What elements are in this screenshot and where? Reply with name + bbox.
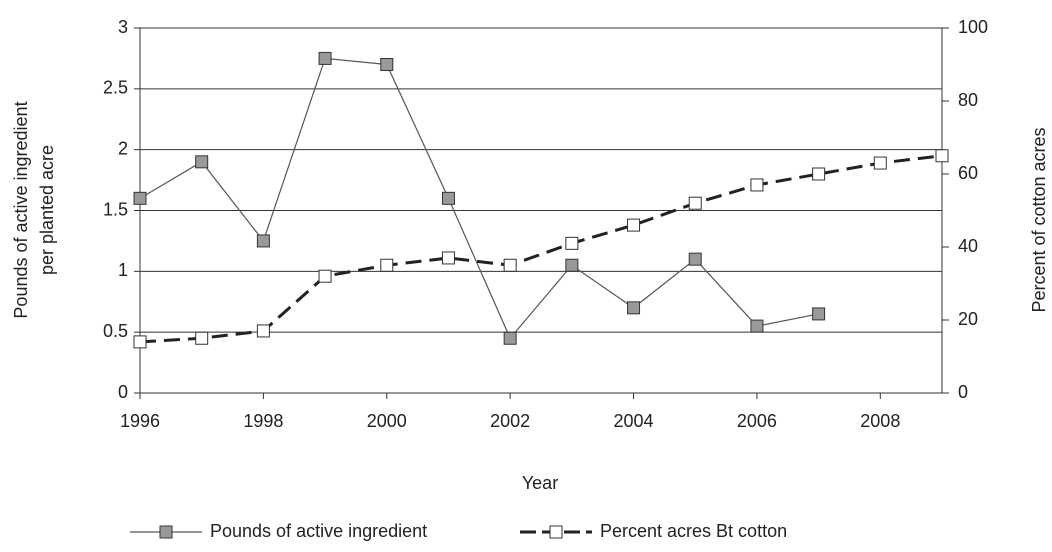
y-tick-label: 2: [118, 138, 128, 158]
series-marker: [750, 319, 764, 333]
series-marker: [688, 252, 702, 266]
series-marker: [812, 307, 826, 321]
series-marker: [873, 156, 887, 170]
x-tick-label: 2008: [860, 411, 900, 431]
x-tick-label: 2006: [737, 411, 777, 431]
series-marker: [812, 167, 826, 181]
legend-marker: [159, 525, 173, 539]
series-marker: [441, 191, 455, 205]
y2-tick-label: 60: [958, 163, 978, 183]
y2-axis-label: Percent of cotton acres: [1029, 127, 1049, 312]
series-marker: [935, 149, 949, 163]
y-tick-label: 1.5: [103, 199, 128, 219]
series-marker: [750, 178, 764, 192]
legend-marker: [549, 525, 563, 539]
series-marker: [627, 301, 641, 315]
y2-tick-label: 0: [958, 382, 968, 402]
legend-label: Pounds of active ingredient: [210, 521, 427, 541]
series-marker: [503, 258, 517, 272]
series-marker: [441, 251, 455, 265]
series-marker: [565, 236, 579, 250]
x-tick-label: 2002: [490, 411, 530, 431]
series-marker: [133, 191, 147, 205]
x-tick-label: 2004: [614, 411, 654, 431]
y-tick-label: 1: [118, 260, 128, 280]
series-marker: [380, 58, 394, 71]
series-line: [139, 57, 819, 340]
y-tick-label: 0.5: [103, 321, 128, 341]
y-tick-label: 3: [118, 17, 128, 37]
series-marker: [195, 331, 209, 345]
series-marker: [133, 335, 147, 349]
series-marker: [688, 196, 702, 210]
y2-tick-label: 80: [958, 90, 978, 110]
series-marker: [318, 269, 332, 283]
x-axis-label: Year: [522, 473, 558, 493]
y-axis-label: per planted acre: [37, 145, 57, 275]
x-tick-label: 1998: [243, 411, 283, 431]
series-marker: [256, 324, 270, 338]
series-marker: [256, 234, 270, 248]
y-tick-label: 0: [118, 382, 128, 402]
y-axis-label: Pounds of active ingredient: [11, 101, 31, 318]
series-line: [139, 154, 943, 344]
y2-tick-label: 40: [958, 236, 978, 256]
series-marker: [318, 51, 332, 65]
x-tick-label: 2000: [367, 411, 407, 431]
y-tick-label: 2.5: [103, 78, 128, 98]
legend-label: Percent acres Bt cotton: [600, 521, 787, 541]
series-marker: [380, 258, 394, 272]
y2-tick-label: 20: [958, 309, 978, 329]
x-tick-label: 1996: [120, 411, 160, 431]
series-marker: [195, 155, 209, 169]
series-marker: [565, 258, 579, 272]
series-marker: [503, 331, 517, 345]
y2-tick-label: 100: [958, 17, 988, 37]
series-marker: [627, 218, 641, 232]
